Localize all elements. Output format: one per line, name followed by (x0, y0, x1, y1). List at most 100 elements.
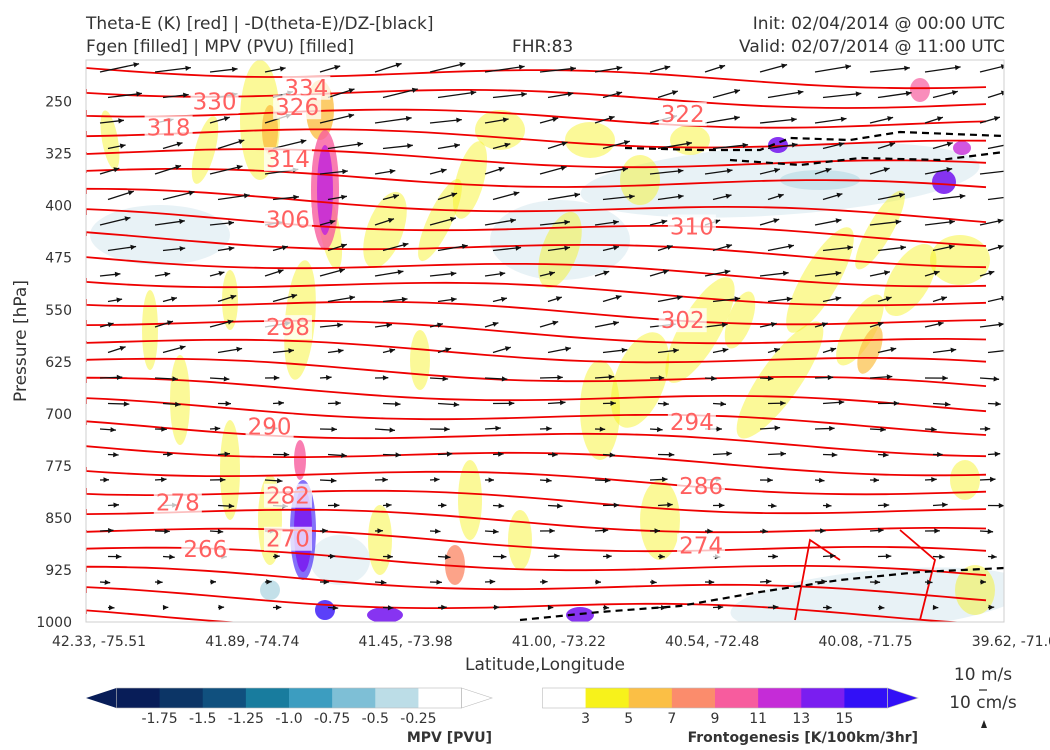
wind-vector-head (341, 452, 347, 458)
colorbar-end (512, 688, 543, 708)
wind-vector-head (895, 219, 902, 225)
wind-vector-head (273, 375, 280, 381)
wind-vector-head (453, 401, 460, 408)
wind-vector-head (504, 142, 511, 148)
wind-vector-head (959, 193, 966, 199)
wind-vector-head (338, 268, 345, 274)
wind-vector-head (613, 502, 620, 508)
wind-vector-head (435, 528, 441, 534)
theta-e-contour (794, 538, 841, 621)
wind-vector-head (340, 243, 347, 249)
dtheta-dz-contour-lines (519, 130, 1004, 622)
wind-vector (704, 116, 740, 124)
filled-contour (786, 227, 854, 333)
wind-vector-head (613, 320, 619, 326)
wind-vector-head (329, 219, 336, 225)
filled-contour (538, 211, 582, 289)
wind-vector-head (836, 192, 843, 198)
wind-vector-head (991, 554, 997, 560)
theta-e-contour (86, 565, 987, 602)
colorbar-segment (159, 688, 204, 708)
wind-vector-head (243, 193, 250, 199)
wind-vector-head (893, 400, 900, 406)
wind-vector-head (616, 91, 623, 97)
wind-vector-head (559, 400, 566, 406)
wind-vector-head (446, 451, 453, 457)
wind-vector-head (508, 400, 515, 406)
wind-vector-head (179, 218, 185, 225)
wind-vector-head (765, 579, 772, 585)
wind-vector-head (552, 320, 559, 326)
wind-vector-head (389, 168, 396, 175)
wind-vector-head (546, 477, 552, 483)
wind-vector-head (357, 141, 363, 147)
wind-vector-head (513, 191, 520, 197)
wind-vector-head (686, 141, 692, 147)
wind-vector-head (613, 219, 619, 225)
wind-vector-head (716, 426, 722, 432)
wind-vector-head (450, 216, 456, 222)
wind-vector-head (666, 245, 673, 250)
colorbar-tick: 9 (711, 711, 720, 727)
wind-vector-head (995, 401, 1001, 407)
wind-vector-head (772, 553, 778, 560)
contour-label-bg (181, 537, 230, 562)
y-tick-label: 775 (45, 459, 72, 475)
contour-label: 314 (266, 147, 310, 173)
filled-contour (220, 420, 240, 520)
wind-vector-head (880, 426, 886, 433)
y-tick-label: 550 (45, 303, 72, 319)
wind-vector-head (332, 605, 339, 611)
colorbar-segment (332, 688, 376, 708)
wind-vector-head (855, 91, 862, 97)
theta-e-contour (86, 376, 987, 413)
colorbar-segment (116, 688, 161, 708)
wind-ref-horizontal: 10 m/s (954, 665, 1012, 685)
wind-vector-head (386, 322, 392, 328)
wind-vector-head (113, 452, 119, 458)
wind-vector-head (456, 117, 462, 123)
wind-vector-head (113, 167, 120, 173)
wind-vector-head (118, 118, 124, 124)
wind-vector-head (554, 553, 560, 559)
wind-vector-head (236, 164, 243, 170)
wind-vector-head (1008, 168, 1014, 173)
wind-vector-head (831, 452, 838, 458)
wind-vector-head (904, 65, 910, 71)
wind-vector-head (886, 374, 893, 380)
wind-vector-head (932, 604, 939, 611)
wind-vector-head (219, 477, 226, 483)
contour-label: 326 (275, 95, 319, 121)
wind-vector-head (720, 401, 726, 407)
wind-vector-head (835, 270, 842, 276)
wind-vector-head (890, 347, 897, 353)
theta-e-contour (86, 256, 987, 288)
mpv-colorbar-label: MPV [PVU] (407, 730, 492, 746)
wind-vector-head (988, 270, 995, 276)
filled-contour (565, 122, 615, 158)
wind-vector-head (470, 90, 477, 96)
wind-vector-head (838, 399, 845, 405)
wind-vector-head (169, 554, 175, 560)
wind-vector-head (825, 503, 832, 509)
filled-contour (100, 110, 120, 170)
wind-vector-head (225, 400, 231, 407)
contour-label: 330 (193, 90, 237, 116)
wind-vector-head (847, 245, 853, 251)
wind-vector (319, 114, 355, 124)
wind-vector-head (498, 503, 505, 509)
wind-vector-head (326, 375, 332, 381)
colorbar-segment (418, 688, 463, 708)
contour-label: 302 (661, 308, 705, 334)
colorbar-border (542, 687, 888, 709)
theta-e-contour (86, 319, 987, 345)
wind-vector-head (734, 115, 740, 121)
wind-vector-head (657, 426, 663, 433)
contour-label-bg (677, 533, 726, 558)
wind-vector-head (873, 477, 879, 483)
wind-vector-head (330, 477, 337, 484)
wind-vector-head (283, 451, 290, 458)
colorbar-segment (844, 688, 889, 708)
wind-vector-head (780, 400, 786, 406)
